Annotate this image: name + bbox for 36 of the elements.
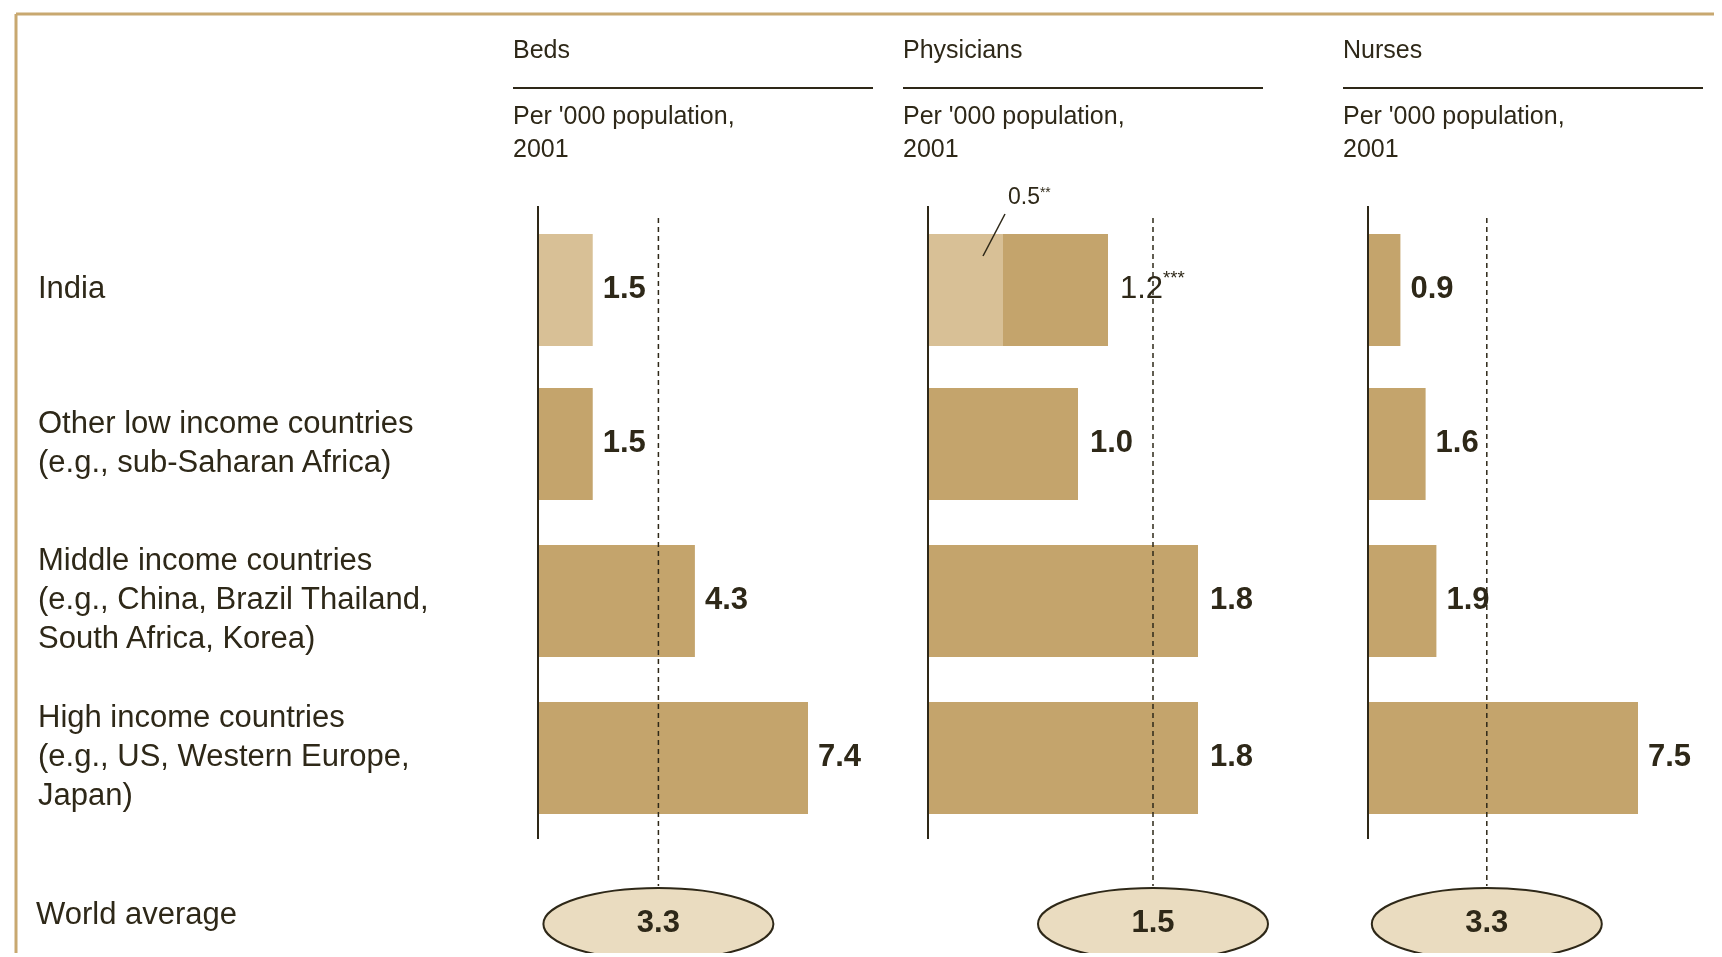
total-label: 1.2$^{***}$ (1120, 267, 1185, 306)
ref-line-label: 1.5 (1131, 904, 1175, 940)
bar (1368, 388, 1426, 500)
bar (1368, 702, 1638, 814)
total-label: 1.0 (1090, 424, 1134, 460)
data-label: 1.9 (1446, 581, 1490, 617)
data-label: 4.3 (704, 581, 748, 617)
y-tick-label: India (38, 270, 106, 306)
data-label: 1.6 (1435, 424, 1479, 460)
total-label: 1.8 (1210, 738, 1254, 774)
bar (1368, 234, 1401, 346)
y-tick-label: High income countries (e.g., US, Western Europe, Japan) (38, 699, 410, 813)
y-tick-label: Other low income countries (e.g., sub-Saharan Africa) (38, 404, 414, 479)
bar (928, 234, 1003, 346)
chart-title: Physicians (903, 35, 1023, 63)
bar (928, 545, 1198, 657)
data-label: 1.5 (602, 424, 646, 460)
chart-subtitle: Per '000 population, 2001 (1343, 100, 1565, 162)
bar (1003, 234, 1108, 346)
chart-subtitle: Per '000 population, 2001 (513, 100, 735, 162)
data-label: 0.5$^{**}$ (1008, 183, 1052, 209)
bar (928, 702, 1198, 814)
text: World average (36, 896, 238, 932)
data-label: 7.4 (818, 738, 862, 774)
bar (1368, 545, 1437, 657)
chart-title: Nurses (1343, 35, 1423, 63)
data-label: 7.5 (1648, 738, 1692, 774)
ref-line-label: 3.3 (636, 904, 680, 940)
data-label: 0.9 (1410, 270, 1454, 306)
chart-title: Beds (513, 35, 570, 63)
chart-subtitle: Per '000 population, 2001 (903, 100, 1125, 162)
ref-line-label: 3.3 (1465, 904, 1509, 940)
y-tick-label: Middle income countries (e.g., China, Brazil Thailand, South Africa, Korea) (38, 542, 429, 656)
total-label: 1.8 (1210, 581, 1254, 617)
bar (928, 388, 1078, 500)
data-label: 1.5 (602, 270, 646, 306)
